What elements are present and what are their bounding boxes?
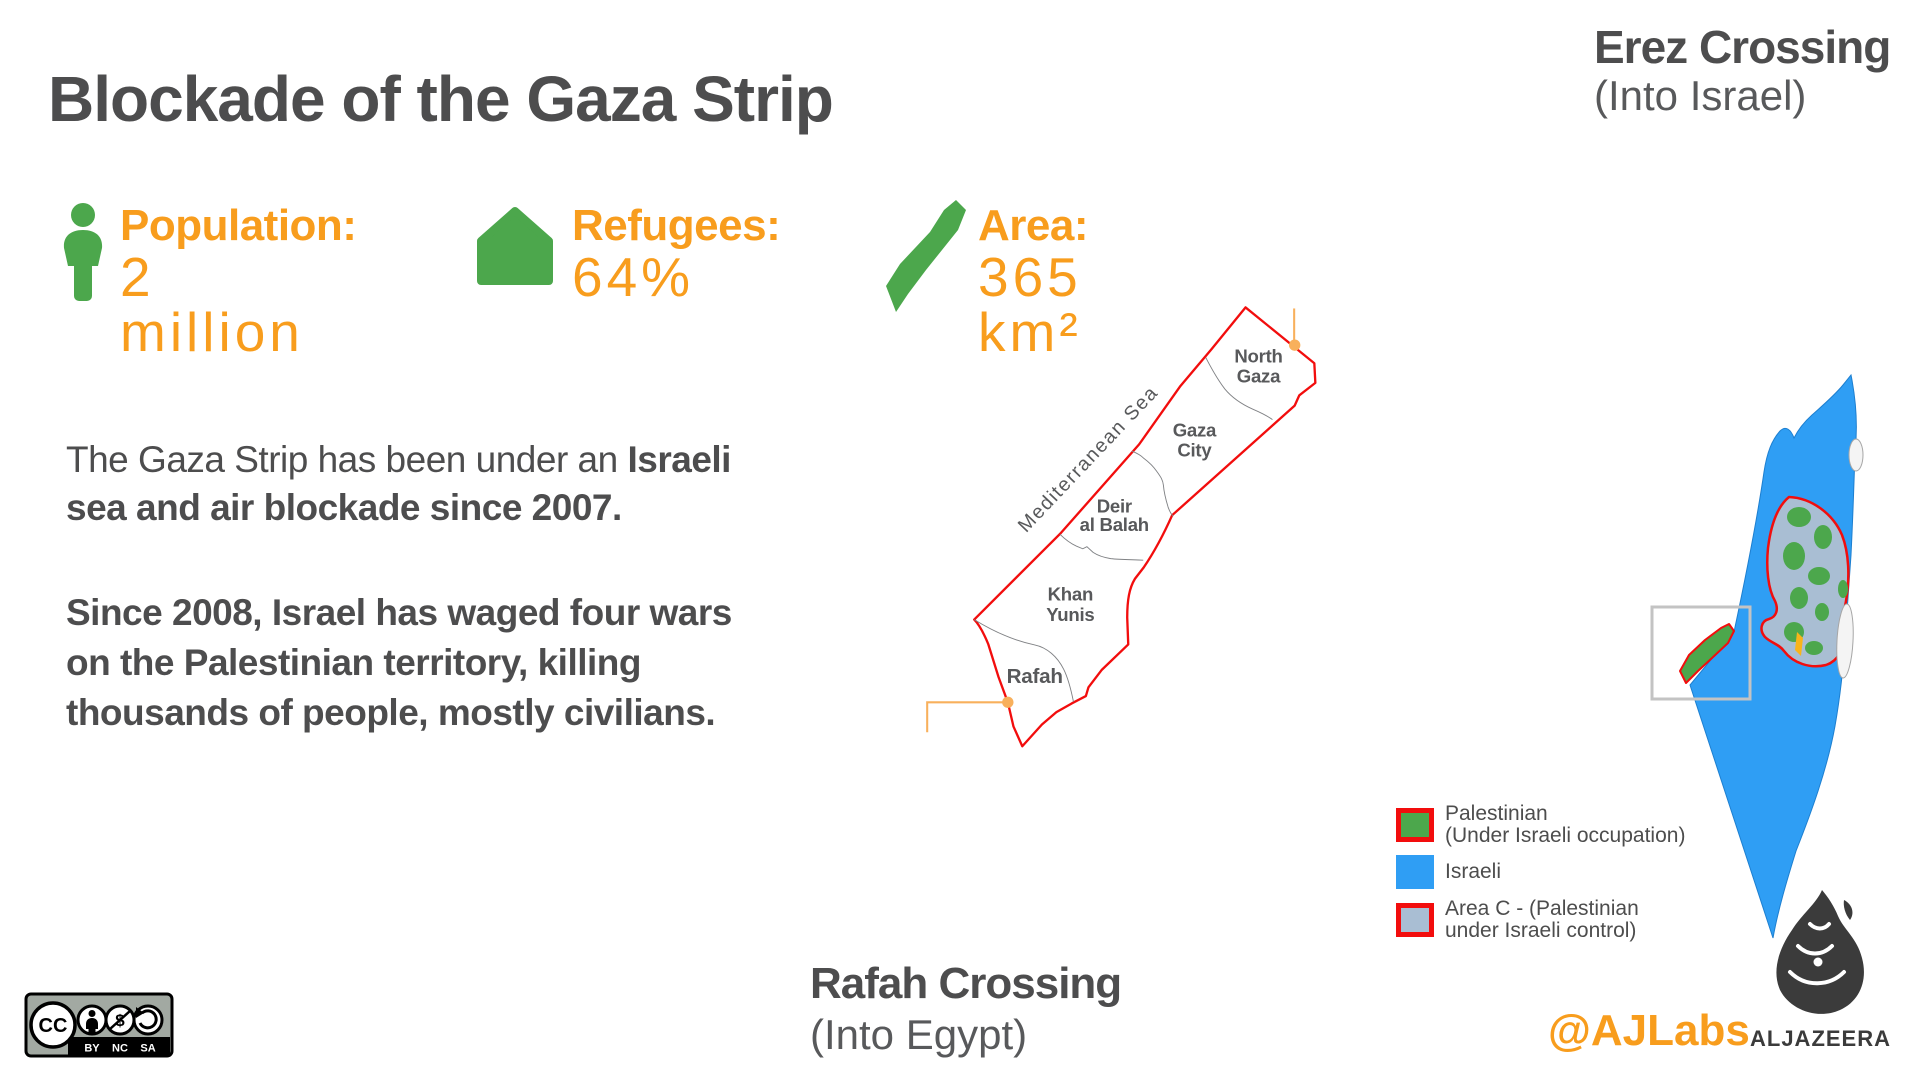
paragraph-text: The Gaza Strip has been under an <box>66 439 628 480</box>
cc-sa-icon <box>132 1004 164 1036</box>
label-khan-yunis: Khan <box>1048 583 1093 604</box>
rafah-crossing-annotation: Rafah Crossing (Into Egypt) <box>810 959 1122 1059</box>
inset-zoom-box <box>1650 605 1752 701</box>
israeli-swatch <box>1396 855 1434 889</box>
stat-value: 365 km² <box>978 246 1082 363</box>
west-bank-shape <box>1760 495 1850 668</box>
crossing-note: (Into Egypt) <box>810 1011 1028 1059</box>
border-khan-yunis-rafah <box>973 619 1074 702</box>
palestinian-areas <box>1783 507 1848 655</box>
aljazeera-wordmark: ALJAZEERA <box>1750 1026 1892 1051</box>
erez-crossing-annotation: Erez Crossing (Into Israel) <box>1594 21 1891 119</box>
gaza-map: Mediterranean Sea North Gaza Gaza City D… <box>926 306 1317 748</box>
aljazeera-logo-icon <box>1776 890 1864 1014</box>
ajlabs-credit: @AJLabs <box>1548 1006 1750 1055</box>
erez-crossing-dot <box>1288 339 1301 351</box>
label-north-gaza: Gaza <box>1237 365 1281 386</box>
legend-item-area-c: Area C - (Palestinian under Israeli cont… <box>1396 898 1685 941</box>
cc-by-icon <box>76 1004 108 1036</box>
border-north-gaza-gaza-city <box>1205 357 1273 420</box>
stat-label: Population: <box>120 201 357 250</box>
label-north-gaza: North <box>1234 346 1282 367</box>
legend-label: Palestinian <box>1445 802 1548 825</box>
area-c-swatch <box>1396 902 1434 937</box>
gaza-strip-outline <box>973 306 1317 748</box>
legend-label: (Under Israeli occupation) <box>1445 823 1686 847</box>
cc-icon <box>29 1001 77 1049</box>
page-title: Blockade of the Gaza Strip <box>48 63 834 135</box>
label-rafah: Rafah <box>1007 665 1063 688</box>
crossing-name: Rafah Crossing <box>810 959 1122 1008</box>
cc-nc-icon: $ <box>104 1004 136 1036</box>
dead-sea <box>1836 603 1854 679</box>
legend-item-israeli: Israeli <box>1396 855 1685 889</box>
gaza-strip-icon <box>886 200 966 312</box>
paragraph-blockade: The Gaza Strip has been under an Israeli… <box>66 436 731 532</box>
cc-by-label: BY <box>84 1043 100 1055</box>
rafah-crossing-dot <box>1002 696 1014 708</box>
governorate-borders <box>973 357 1273 702</box>
legend-label: Area C - (Palestinian <box>1445 897 1639 920</box>
israel-locator-map <box>1650 373 1864 939</box>
label-gaza-city: Gaza <box>1173 420 1217 441</box>
house-icon <box>477 207 553 285</box>
label-gaza-city: City <box>1177 439 1212 460</box>
label-deir-al-balah: Deir <box>1097 496 1132 517</box>
stat-label: Refugees: <box>572 201 781 250</box>
person-icon <box>63 203 103 301</box>
crossing-name: Erez Crossing <box>1594 21 1891 73</box>
sea-of-galilee <box>1848 438 1864 472</box>
legend: Palestinian (Under Israeli occupation) I… <box>1396 803 1685 941</box>
legend-label: under Israeli control) <box>1445 918 1637 942</box>
border-gaza-city-deir <box>1131 450 1174 517</box>
stat-value: 2 million <box>120 246 304 363</box>
stat-label: Area: <box>978 201 1089 250</box>
jerusalem-mark <box>1795 632 1803 656</box>
crossing-markers <box>926 308 1301 733</box>
gaza-strip-inset <box>1679 623 1735 684</box>
palestinian-swatch <box>1396 807 1434 842</box>
cc-sa-label: SA <box>140 1043 155 1055</box>
region-labels: North Gaza Gaza City Deir al Balah Khan … <box>1007 346 1283 688</box>
label-khan-yunis: Yunis <box>1046 604 1094 625</box>
paragraph-text-bold: sea and air blockade since 2007. <box>66 487 622 528</box>
rafah-leader-line <box>926 701 1007 733</box>
cc-nc-label: NC <box>112 1043 128 1055</box>
crossing-note: (Into Israel) <box>1594 71 1807 119</box>
cc-text: CC <box>39 1015 68 1037</box>
legend-label: Israeli <box>1445 860 1502 884</box>
creative-commons-badge: CC $ BY NC SA <box>24 992 174 1058</box>
paragraph-wars: Since 2008, Israel has waged four wars o… <box>66 592 732 733</box>
paragraph-text-bold: Israeli <box>627 439 731 480</box>
label-deir-al-balah: al Balah <box>1080 514 1149 535</box>
border-deir-khan-yunis <box>1059 533 1144 561</box>
stat-value: 64% <box>572 246 695 308</box>
legend-item-palestinian: Palestinian (Under Israeli occupation) <box>1396 803 1685 846</box>
